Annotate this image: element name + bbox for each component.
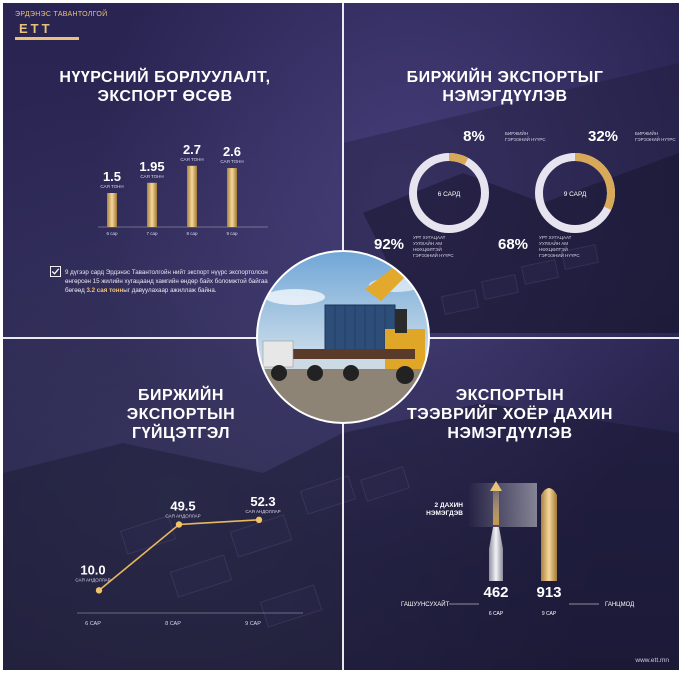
sales-bar-unit: САЯ ТОНН — [180, 157, 203, 162]
line-unit-label: САЯ АНДОЛЛАР — [75, 577, 110, 582]
title-sales-export: НҮҮРСНИЙ БОРЛУУЛАЛТ, ЭКСПОРТ ӨСӨВ — [45, 69, 285, 107]
title-transport-double-line2: ТЭЭВРИЙГ ХОЁР ДАХИН — [407, 405, 613, 423]
transport-chart: 2 ДАХИН НЭМЭГДЭВ 462 913 6 САР 9 САР ГАШ… — [401, 481, 634, 617]
donut-highlight-desc: ГЭРЭЭНИЙ НҮҮРС — [505, 135, 546, 142]
sales-note-highlight: 3.2 сая тонн — [86, 286, 124, 294]
donut-remaining-desc: УРТ ХУГАЦААТ — [413, 235, 446, 240]
sales-bar-unit: САЯ ТОНН — [140, 174, 163, 179]
sales-bar-category: 7 сар — [146, 231, 158, 236]
line-category-label: 9 САР — [245, 621, 261, 627]
line-value-label: 49.5 — [170, 499, 195, 514]
sales-bar-category: 9 сар — [226, 231, 238, 236]
title-exchange-export-line2: НЭМЭГДҮҮЛЭВ — [442, 87, 568, 105]
double-label-line1: 2 ДАХИН — [435, 502, 464, 509]
bar-913 — [541, 488, 557, 581]
title-transport-double-line1: ЭКСПОРТЫН — [455, 387, 565, 404]
bar-462 — [489, 527, 503, 581]
donut-center-label: 9 САРД — [564, 191, 587, 198]
period-9: 9 САР — [542, 611, 557, 617]
line-point — [255, 516, 263, 524]
logo-underline — [15, 37, 79, 40]
sales-bar-value: 2.7 — [183, 142, 201, 157]
value-462: 462 — [483, 584, 508, 601]
donut-highlight-slice — [574, 153, 615, 211]
infographic-canvas: ЭРДЭНЭС ТАВАНТОЛГОЙ ЕТТ НҮҮРСНИЙ БОРЛУУЛ… — [3, 3, 679, 670]
donut-remaining-desc: ГЭРЭЭНИЙ НҮҮРС — [413, 251, 454, 258]
donut-remaining-desc: ГЭРЭЭНИЙ НҮҮРС — [539, 251, 580, 258]
value-913: 913 — [536, 584, 561, 601]
location-left: ГАШУУНСУХАЙТ — [401, 600, 450, 608]
location-right: ГАНЦМОД — [605, 602, 634, 608]
line-value-label: 10.0 — [80, 562, 105, 577]
double-arrow-shaft — [493, 489, 499, 525]
sales-bar-unit: САЯ ТОНН — [220, 159, 243, 164]
sales-bar — [107, 193, 117, 227]
donut-remaining-percent: 68% — [498, 236, 528, 253]
sales-bar — [147, 182, 157, 227]
line-category-label: 8 САР — [165, 621, 181, 627]
double-label-line2: НЭМЭГДЭВ — [426, 510, 463, 517]
sales-bar-value: 1.5 — [103, 169, 121, 184]
title-transport-double-line3: НЭМЭГДҮҮЛЭВ — [447, 424, 573, 442]
title-sales-export-line2: ЭКСПОРТ ӨСӨВ — [97, 87, 233, 105]
donut-highlight-desc: ГЭРЭЭНИЙ НҮҮРС — [635, 135, 676, 142]
line-point — [95, 587, 103, 594]
sales-note-tail: ыг давуулахаар ажиллаж байна. — [123, 286, 217, 294]
sales-note-text: 9 дүгээр сард Эрдэнэс Тавантолгойн нийт … — [65, 269, 268, 294]
title-exchange-performance-line2: ЭКСПОРТЫН — [126, 405, 236, 423]
sales-bar — [187, 165, 197, 227]
sales-note: 9 дүгээр сард Эрдэнэс Тавантолгойн нийт … — [65, 269, 277, 296]
line-series — [98, 519, 260, 591]
donut-highlight-percent: 8% — [463, 128, 485, 145]
logo-subtitle: ЭРДЭНЭС ТАВАНТОЛГОЙ — [15, 11, 108, 18]
checkmark-icon — [50, 266, 61, 277]
title-sales-export-line1: НҮҮРСНИЙ БОРЛУУЛАЛТ, — [59, 69, 271, 86]
donut-highlight-desc: БИРЖИЙН — [505, 129, 528, 136]
donut-highlight-percent: 32% — [588, 128, 618, 145]
line-category-label: 6 САР — [85, 621, 101, 627]
double-bracket-fade — [467, 483, 537, 527]
double-arrow-head — [490, 481, 502, 491]
background-scene — [3, 63, 679, 670]
sales-bar-value: 2.6 — [223, 144, 241, 159]
title-transport-double: ЭКСПОРТЫН ТЭЭВРИЙГ ХОЁР ДАХИН НЭМЭГДҮҮЛЭ… — [385, 387, 635, 444]
sales-bar-category: 6 сар — [106, 231, 118, 236]
donut-remaining-desc: НӨХЦӨЛТЭЙ — [413, 245, 442, 252]
donut-remaining-percent: 92% — [374, 236, 404, 253]
title-exchange-export-line1: БИРЖИЙН ЭКСПОРТЫГ — [406, 69, 604, 86]
donut-remaining-desc: УУЛХАЙН АМ — [413, 239, 442, 246]
line-unit-label: САЯ АНДОЛЛАР — [245, 509, 280, 514]
sales-bar-category: 8 сар — [186, 231, 198, 236]
period-6: 6 САР — [489, 611, 504, 617]
donut-remaining-desc: НӨХЦӨЛТЭЙ — [539, 245, 568, 252]
title-exchange-export: БИРЖИЙН ЭКСПОРТЫГ НЭМЭГДҮҮЛЭВ — [385, 69, 625, 107]
center-photo-trucks — [256, 250, 430, 424]
title-exchange-performance: БИРЖИЙН ЭКСПОРТЫН ГҮЙЦЭТГЭЛ — [81, 387, 281, 444]
sales-bar-unit: САЯ ТОНН — [100, 184, 123, 189]
logo-wordmark: ЕТТ — [19, 21, 53, 36]
website-url: www.ett.mn — [635, 657, 669, 664]
donut-remaining-desc: УУЛХАЙН АМ — [539, 239, 568, 246]
line-value-label: 52.3 — [250, 494, 275, 509]
donut-center-label: 6 САРД — [438, 191, 461, 198]
donut-highlight-slice — [448, 153, 469, 166]
line-unit-label: САЯ АНДОЛЛАР — [165, 514, 200, 519]
title-exchange-performance-line1: БИРЖИЙН — [138, 387, 224, 404]
line-point — [175, 521, 183, 528]
sales-bar — [227, 168, 237, 227]
sales-bar-value: 1.95 — [139, 159, 164, 174]
donut-highlight-desc: БИРЖИЙН — [635, 129, 658, 136]
title-exchange-performance-line3: ГҮЙЦЭТГЭЛ — [132, 424, 230, 442]
donut-remaining-desc: УРТ ХУГАЦААТ — [539, 235, 572, 240]
